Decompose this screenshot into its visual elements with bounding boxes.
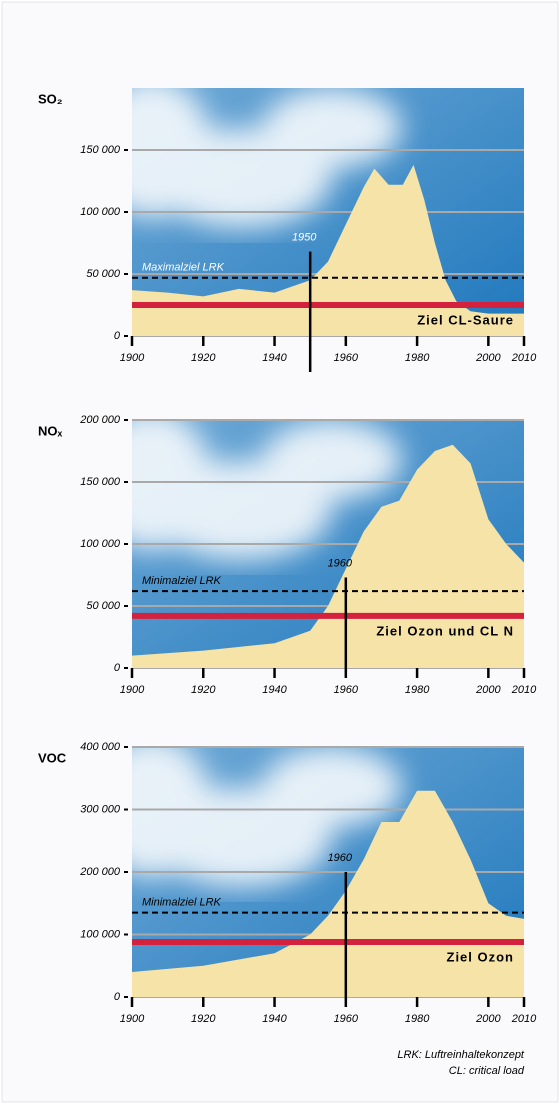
clouds bbox=[132, 88, 402, 228]
x-tick-label: 1940 bbox=[262, 352, 287, 364]
x-tick-label: 1920 bbox=[191, 352, 216, 364]
x-tick-label: 1900 bbox=[120, 1013, 145, 1025]
cloud bbox=[262, 88, 402, 168]
marker-label: 1960 bbox=[328, 557, 353, 569]
x-tick-label: 1940 bbox=[262, 684, 287, 696]
y-tick-label: 200 000 bbox=[79, 866, 121, 878]
footnote: LRK: Luftreinhaltekonzept bbox=[397, 1049, 525, 1061]
marker-label: 1950 bbox=[292, 232, 317, 244]
footnote: CL: critical load bbox=[449, 1065, 525, 1077]
x-tick-label: 2010 bbox=[511, 352, 537, 364]
y-tick-label: 100 000 bbox=[80, 538, 121, 550]
x-tick-label: 2010 bbox=[511, 1013, 537, 1025]
x-tick-label: 2010 bbox=[511, 684, 537, 696]
x-tick-label: 1960 bbox=[334, 684, 359, 696]
cloud bbox=[262, 420, 402, 500]
reference-label: Ziel Ozon bbox=[447, 949, 515, 964]
x-tick-label: 1900 bbox=[120, 684, 145, 696]
clouds bbox=[132, 420, 402, 560]
reference-label: Ziel CL-Saure bbox=[417, 312, 514, 327]
chart-panel: 0 50 000 100 000 150 000 200 000 Minimalziel … bbox=[38, 414, 537, 696]
x-tick-label: 1920 bbox=[191, 1013, 216, 1025]
x-tick-label: 1920 bbox=[191, 684, 216, 696]
chart-panel: 0 100 000 200 000 300 000 400 000 Minimalziel… bbox=[38, 741, 537, 1025]
reference-label: Ziel Ozon und CL N bbox=[376, 623, 514, 638]
x-tick-label: 1980 bbox=[405, 352, 430, 364]
area bbox=[132, 790, 524, 997]
y-tick-label: 150 000 bbox=[80, 144, 121, 156]
y-tick-label: 50 000 bbox=[86, 268, 121, 280]
y-tick-label: 0 bbox=[114, 991, 121, 1003]
reference-label: Minimalziel LRK bbox=[142, 897, 222, 909]
y-tick-label: 50 000 bbox=[86, 600, 121, 612]
reference-label: Maximalziel LRK bbox=[142, 262, 225, 274]
area bbox=[132, 164, 524, 336]
x-tick-label: 1960 bbox=[334, 352, 359, 364]
area bbox=[132, 444, 524, 668]
x-tick-label: 1980 bbox=[405, 1013, 430, 1025]
y-tick-label: 0 bbox=[114, 662, 121, 674]
chart-title: NOₓ bbox=[38, 423, 63, 438]
y-tick-label: 100 000 bbox=[80, 928, 121, 940]
x-tick-label: 2000 bbox=[475, 1013, 501, 1025]
y-tick-label: 100 000 bbox=[80, 206, 121, 218]
x-tick-label: 1900 bbox=[120, 352, 145, 364]
y-tick-label: 0 bbox=[114, 330, 121, 342]
x-tick-label: 1980 bbox=[405, 684, 430, 696]
y-tick-label: 300 000 bbox=[80, 803, 121, 815]
x-tick-label: 1940 bbox=[262, 1013, 287, 1025]
chart-title: VOC bbox=[38, 750, 67, 765]
chart-panel: 0 50 000 100 000 150 000 Maximalziel LRK Ziel… bbox=[38, 88, 537, 1025]
clouds bbox=[132, 747, 402, 887]
cloud bbox=[262, 747, 402, 827]
chart-panel: 0 50 000 100 000 150 000 Maximalziel LRK Ziel… bbox=[38, 88, 537, 372]
x-tick-label: 1960 bbox=[334, 1013, 359, 1025]
x-tick-label: 2000 bbox=[475, 352, 501, 364]
marker-label: 1960 bbox=[328, 852, 353, 864]
y-tick-label: 400 000 bbox=[80, 741, 121, 753]
y-tick-label: 150 000 bbox=[80, 476, 121, 488]
y-tick-label: 200 000 bbox=[79, 414, 121, 426]
chart-title: SO₂ bbox=[38, 91, 63, 106]
x-tick-label: 2000 bbox=[475, 684, 501, 696]
reference-label: Minimalziel LRK bbox=[142, 575, 222, 587]
